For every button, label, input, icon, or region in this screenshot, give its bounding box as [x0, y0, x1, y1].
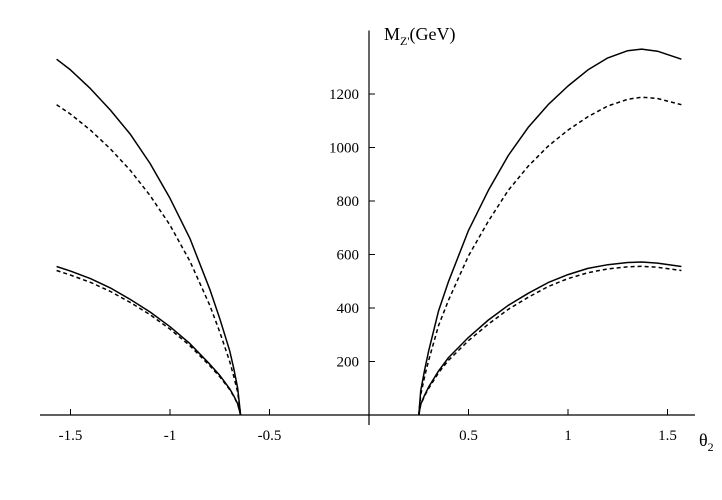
series-line-4: [56, 269, 242, 416]
series-line-5: [418, 48, 682, 416]
x-tick-label: 0.5: [459, 428, 478, 444]
y-tick-label: 600: [337, 248, 360, 264]
x-tick-label: 1: [564, 428, 572, 444]
x-axis-label: θ2: [699, 430, 714, 454]
y-axis-label-main: M: [384, 24, 400, 44]
x-tick-label: -1: [164, 428, 177, 444]
ticks-layer: -1.5 -1 -0.5 0.5 1 1.5 200 400 600 800 1000 1200: [59, 87, 677, 444]
y-tick-label: 200: [337, 355, 360, 371]
x-axis-label-sub: 2: [708, 440, 714, 454]
series-layer: [56, 48, 682, 416]
y-axis-label: MZ'(GeV): [384, 24, 456, 48]
x-axis-label-main: θ: [699, 430, 708, 450]
series-line-1: [56, 58, 242, 416]
series-line-3: [56, 265, 242, 416]
series-line-6: [418, 96, 682, 416]
x-tick-label: 1.5: [658, 428, 677, 444]
x-tick-label: -0.5: [258, 428, 282, 444]
y-tick-label: 400: [337, 301, 360, 317]
y-tick-label: 800: [337, 194, 360, 210]
y-tick-label: 1200: [329, 87, 359, 103]
axes: [40, 30, 695, 425]
y-axis-label-sub: Z': [400, 34, 410, 48]
x-tick-label: -1.5: [59, 428, 83, 444]
y-axis-label-unit: (GeV): [410, 24, 456, 45]
series-line-7: [418, 261, 682, 416]
y-tick-label: 1000: [329, 141, 359, 157]
labels-layer: MZ'(GeV) θ2: [384, 24, 714, 454]
series-line-8: [418, 265, 682, 416]
